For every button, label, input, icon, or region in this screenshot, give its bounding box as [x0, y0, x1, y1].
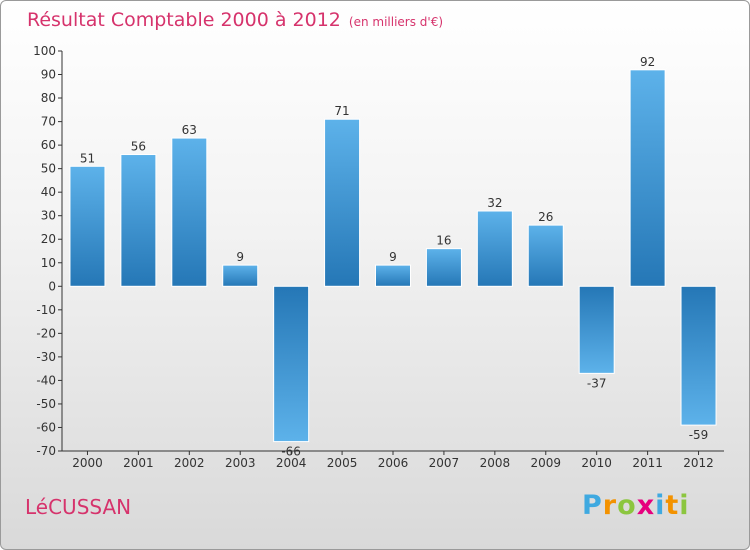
bar-value-label: 9 [236, 250, 244, 264]
bar-value-label: 9 [389, 250, 397, 264]
logo-letter: r [602, 490, 618, 521]
bar-value-label: 32 [487, 196, 502, 210]
logo-letter: t [665, 490, 680, 521]
bar [171, 137, 208, 287]
bar [476, 210, 513, 287]
x-tick-label: 2011 [632, 456, 663, 470]
bar-value-label: 71 [334, 104, 349, 118]
logo-letter: x [636, 490, 656, 521]
bar [629, 69, 666, 287]
bar-value-label: 16 [436, 234, 451, 248]
y-tick-label: -60 [36, 420, 56, 434]
logo-letter: i [679, 490, 690, 521]
bar [578, 285, 615, 374]
y-tick-label: 20 [41, 232, 56, 246]
bar [527, 224, 564, 287]
bar [324, 118, 361, 287]
bar-value-label: -59 [689, 428, 709, 442]
y-tick-label: -50 [36, 397, 56, 411]
x-tick-label: 2009 [530, 456, 561, 470]
x-tick-label: 2003 [225, 456, 256, 470]
y-tick-label: 100 [33, 44, 56, 58]
bar-value-label: -66 [281, 445, 301, 459]
bar [425, 248, 462, 287]
y-tick-label: 80 [41, 91, 56, 105]
x-tick-label: 2002 [174, 456, 205, 470]
bar-value-label: 56 [131, 140, 146, 154]
bar-value-label: -37 [587, 376, 607, 390]
y-tick-label: 10 [41, 256, 56, 270]
x-tick-label: 2000 [72, 456, 103, 470]
x-tick-label: 2006 [378, 456, 409, 470]
y-tick-label: -70 [36, 444, 56, 458]
x-tick-label: 2010 [581, 456, 612, 470]
logo-letter: o [617, 490, 637, 521]
x-tick-label: 2005 [327, 456, 358, 470]
x-tick-label: 2008 [480, 456, 511, 470]
bar-value-label: 51 [80, 151, 95, 165]
proxiti-logo: Proxiti [582, 490, 690, 521]
y-tick-label: 70 [41, 115, 56, 129]
y-tick-label: 60 [41, 138, 56, 152]
y-tick-label: 90 [41, 68, 56, 82]
y-tick-label: -40 [36, 373, 56, 387]
bar [222, 264, 259, 287]
logo-letter: P [582, 490, 603, 521]
bar-value-label: 92 [640, 55, 655, 69]
commune-name: LéCUSSAN [25, 495, 132, 519]
bar [680, 285, 717, 426]
bar [375, 264, 411, 287]
y-tick-label: -30 [36, 350, 56, 364]
bar [120, 154, 157, 287]
y-tick-label: 40 [41, 185, 56, 199]
y-tick-label: -10 [36, 303, 56, 317]
bar [69, 165, 106, 287]
y-tick-label: 50 [41, 162, 56, 176]
y-tick-label: 30 [41, 209, 56, 223]
bar-value-label: 26 [538, 210, 553, 224]
bar-value-label: 63 [182, 123, 197, 137]
x-tick-label: 2007 [429, 456, 460, 470]
chart-title: Résultat Comptable 2000 à 2012 (en millie… [27, 9, 443, 31]
title-unit: (en milliers d'€) [348, 15, 444, 29]
y-tick-label: -20 [36, 326, 56, 340]
y-tick-label: 0 [48, 279, 56, 293]
title-text: Résultat Comptable 2000 à 2012 [27, 9, 341, 31]
bar [273, 285, 310, 443]
x-tick-label: 2012 [683, 456, 714, 470]
x-tick-label: 2004 [276, 456, 307, 470]
x-tick-label: 2001 [123, 456, 154, 470]
logo-letter: i [655, 490, 666, 521]
